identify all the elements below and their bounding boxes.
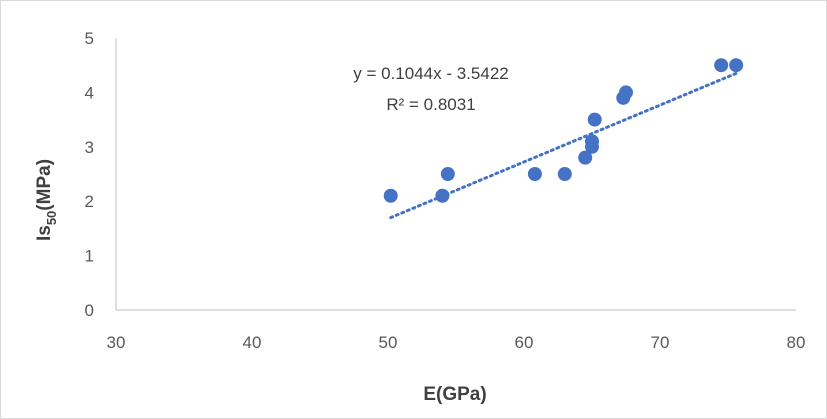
data-point — [714, 58, 729, 73]
data-point — [435, 188, 450, 203]
y-tick-label: 1 — [85, 247, 94, 266]
y-tick-label: 0 — [85, 301, 94, 320]
y-tick-labels: 0 1 2 3 4 5 — [85, 29, 94, 320]
x-tick-label: 40 — [243, 333, 262, 352]
y-tick-label: 2 — [85, 192, 94, 211]
x-tick-label: 50 — [379, 333, 398, 352]
data-point — [587, 112, 602, 127]
y-tick-label: 5 — [85, 29, 94, 48]
y-tick-label: 4 — [85, 83, 94, 102]
x-tick-label: 60 — [515, 333, 534, 352]
x-tick-labels: 30 40 50 60 70 80 — [107, 333, 806, 352]
y-axis-title: Is50(MPa) — [34, 159, 59, 241]
data-point — [527, 167, 542, 181]
data-point — [619, 85, 633, 100]
y-axis-title-subscript: 50 — [44, 211, 59, 225]
x-tick-label: 80 — [787, 333, 806, 352]
x-axis-title: E(GPa) — [423, 384, 486, 405]
r-squared-label: R² = 0.8031 — [386, 95, 475, 114]
data-point — [578, 150, 593, 165]
trendline-equation: y = 0.1044x - 3.5422 — [353, 64, 508, 83]
data-point — [557, 167, 572, 181]
data-point — [383, 188, 398, 203]
y-axis-title-base: Is — [34, 225, 55, 241]
data-point — [729, 58, 744, 73]
data-points — [383, 58, 744, 203]
x-tick-label: 70 — [651, 333, 670, 352]
x-tick-label: 30 — [107, 333, 126, 352]
y-tick-label: 3 — [85, 138, 94, 157]
data-point — [440, 167, 455, 181]
data-point — [585, 134, 599, 149]
y-axis-title-unit: (MPa) — [34, 159, 55, 211]
